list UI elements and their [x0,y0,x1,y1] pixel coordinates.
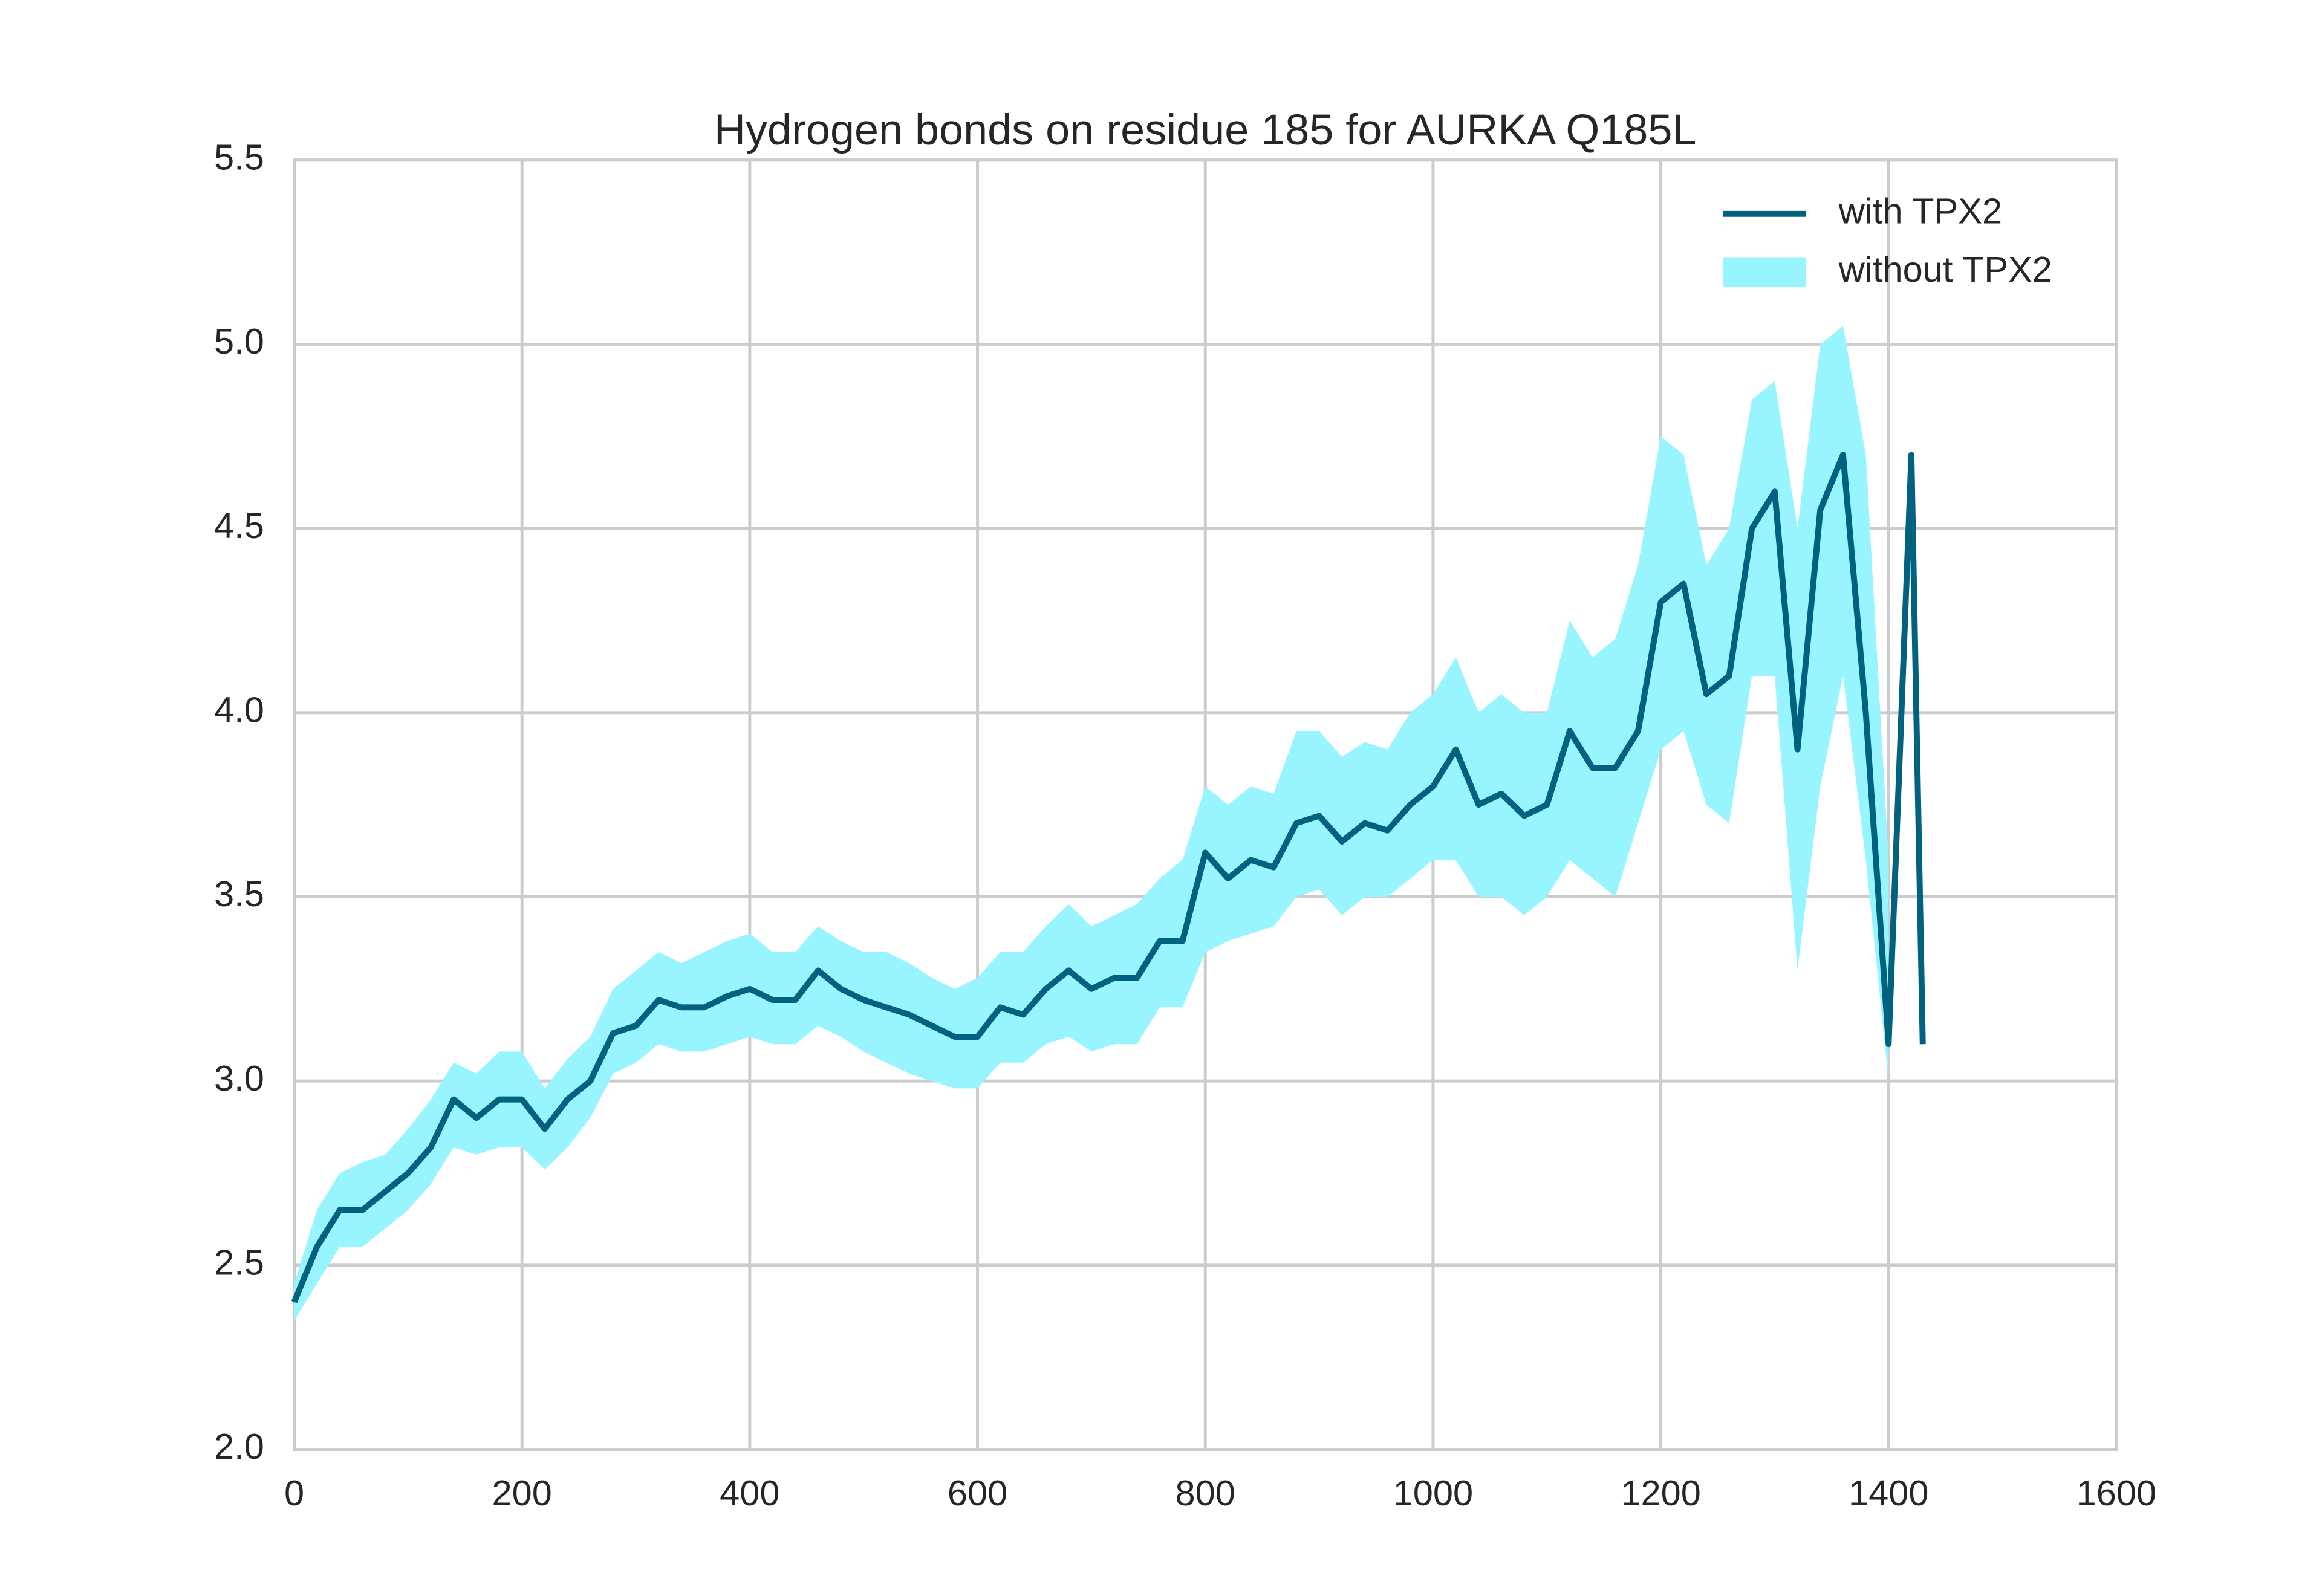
y-tick-label: 2.0 [214,1426,264,1467]
y-tick-label: 2.5 [214,1242,264,1283]
x-tick-label: 600 [948,1473,1007,1513]
y-tick-label: 3.5 [214,874,264,914]
legend-label: with TPX2 [1838,191,2002,232]
x-tick-label: 1000 [1393,1473,1474,1513]
y-tick-label: 5.0 [214,321,264,362]
x-tick-label: 1600 [2076,1473,2157,1513]
band-area [294,325,1889,1321]
x-tick-label: 400 [720,1473,779,1513]
legend-label: without TPX2 [1838,249,2052,290]
y-tick-label: 3.0 [214,1058,264,1098]
x-tick-label: 1200 [1621,1473,1701,1513]
x-tick-label: 0 [284,1473,304,1513]
x-tick-label: 200 [492,1473,551,1513]
y-tick-label: 4.0 [214,690,264,730]
y-tick-label: 4.5 [214,505,264,546]
data-line [291,452,1926,1303]
x-tick-label: 800 [1176,1473,1235,1513]
plot-frame [293,158,2118,1451]
x-tick-label: 1400 [1849,1473,1929,1513]
chart-title: Hydrogen bonds on residue 185 for AURKA … [714,106,1697,154]
y-tick-label: 5.5 [214,137,264,178]
legend-swatch [1723,257,1806,288]
